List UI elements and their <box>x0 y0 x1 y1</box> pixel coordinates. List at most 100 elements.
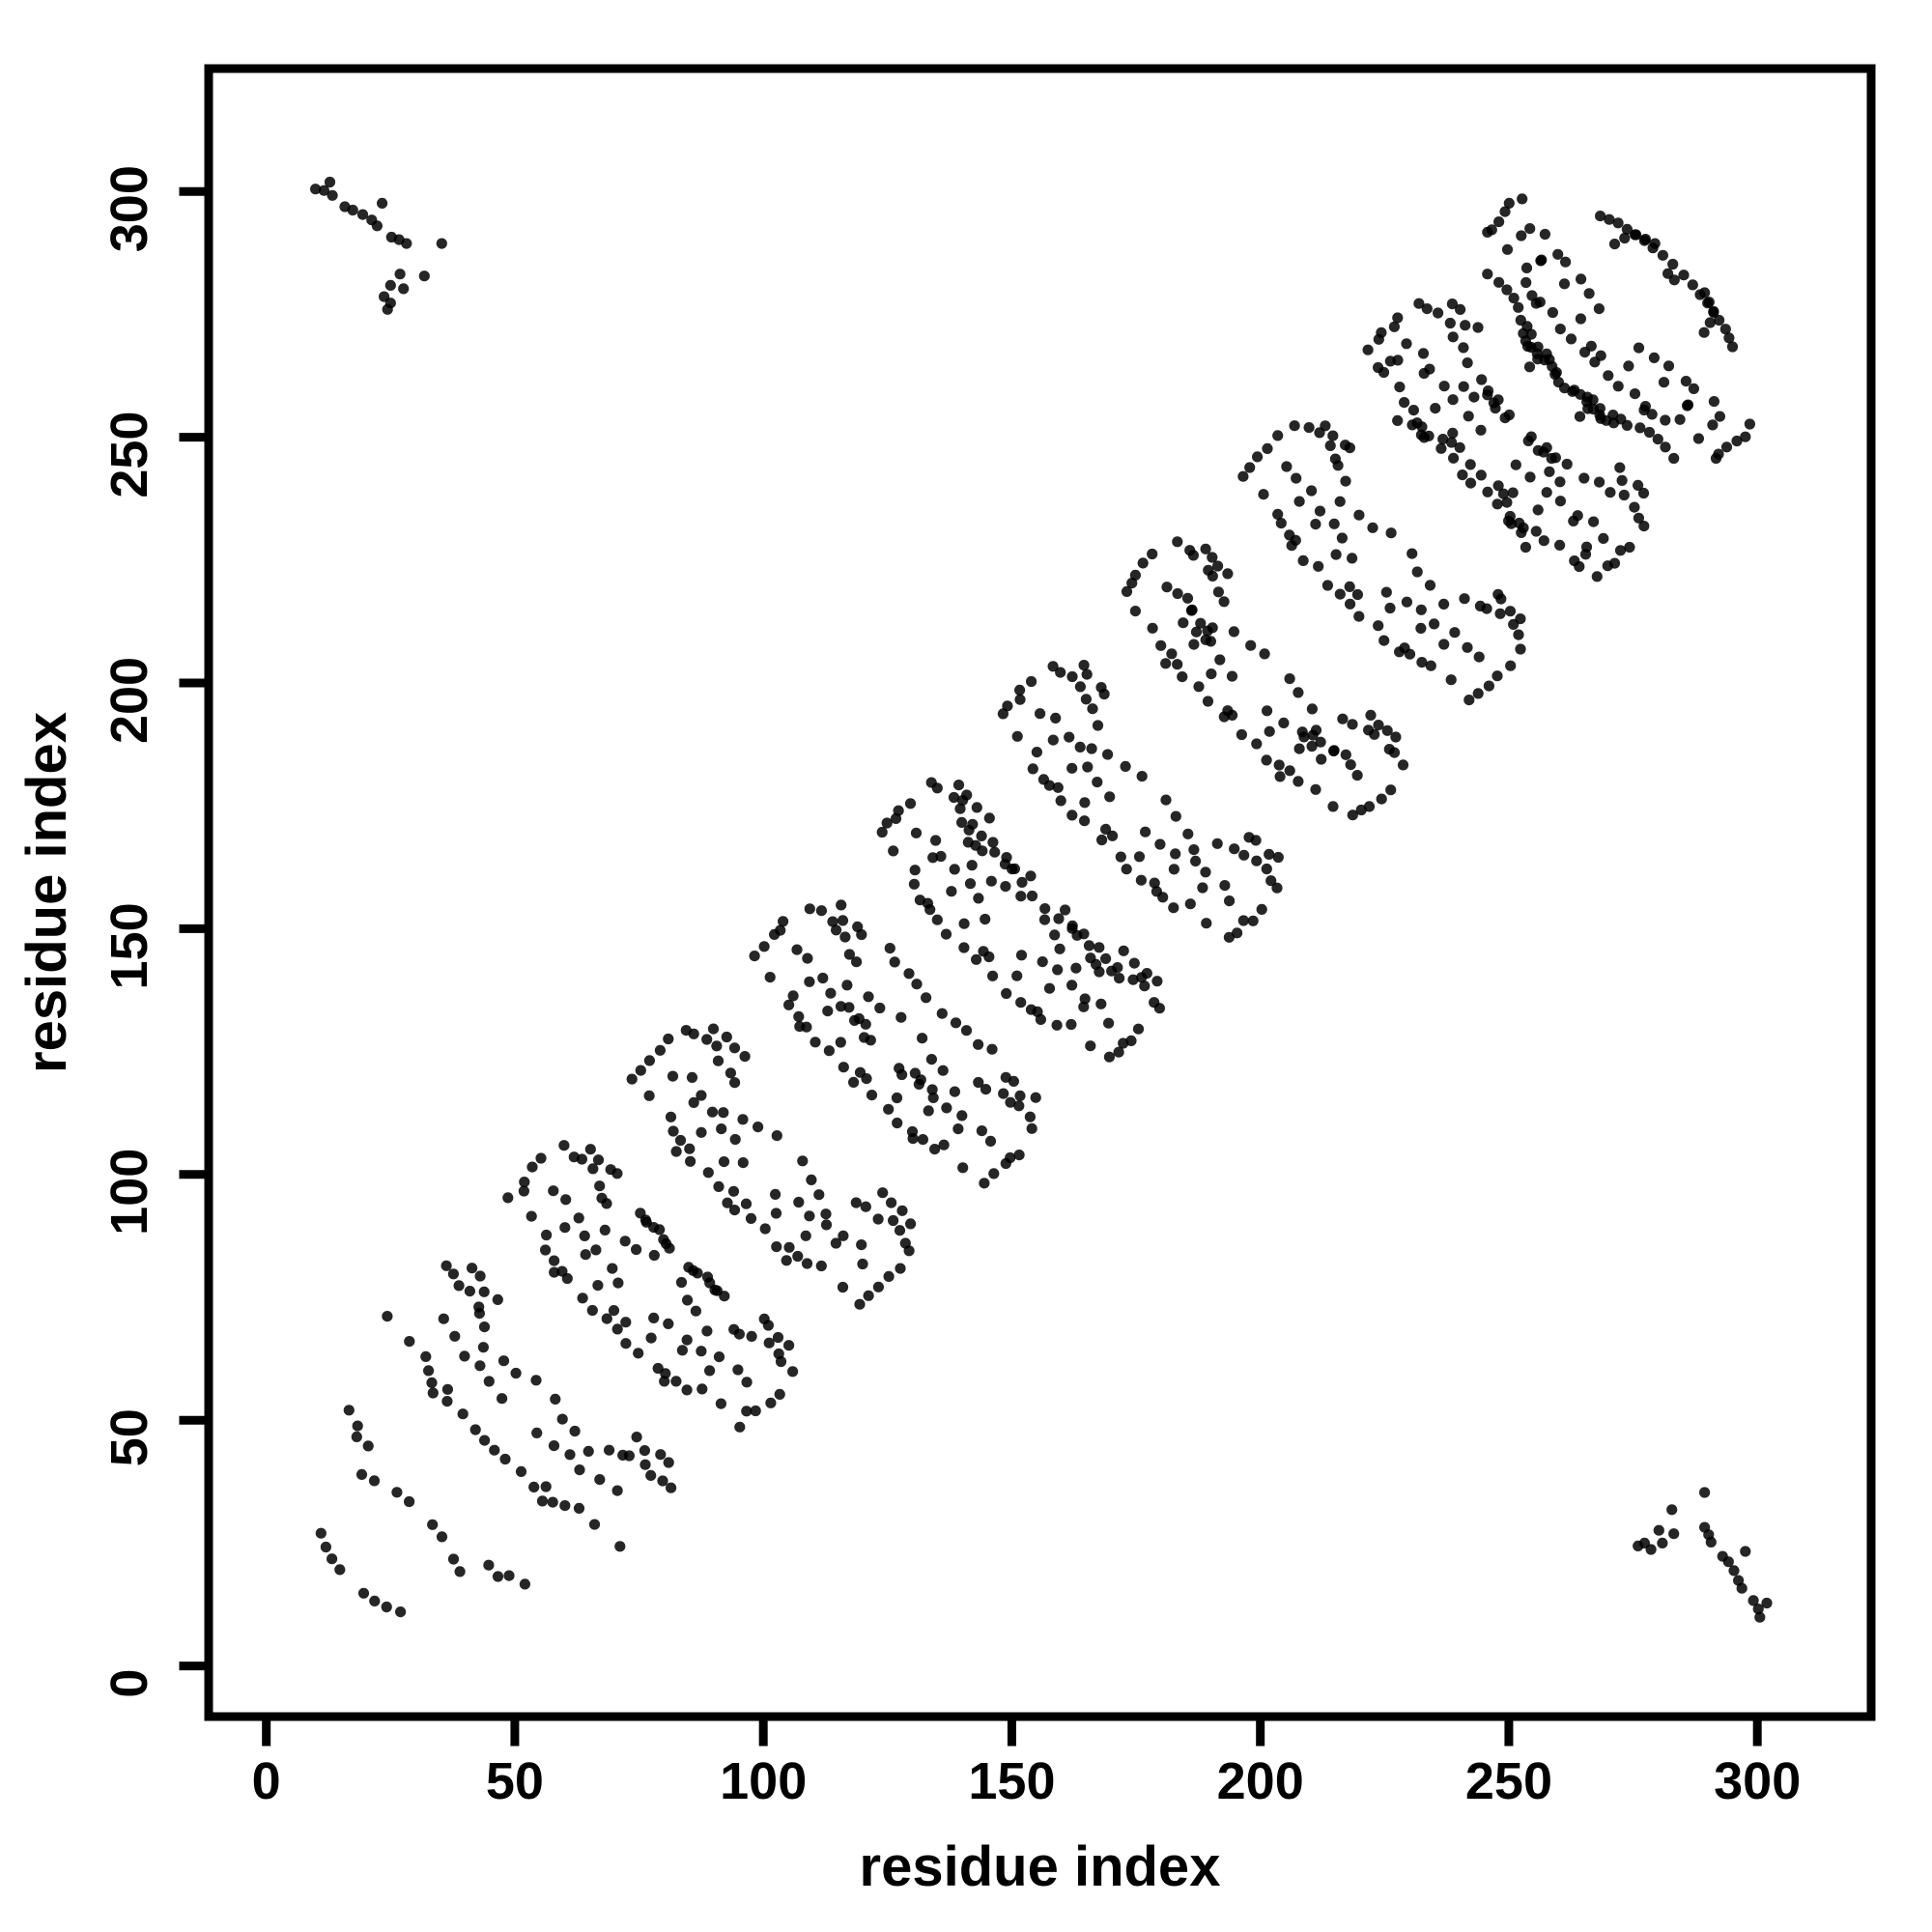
contact-point <box>843 949 856 960</box>
contact-point <box>1195 617 1207 629</box>
contact-point <box>1079 797 1091 809</box>
contact-point <box>827 916 838 927</box>
contact-point <box>1494 608 1506 619</box>
contact-point <box>631 1432 642 1443</box>
contact-point <box>1397 759 1409 771</box>
contact-point <box>1314 505 1326 517</box>
contact-point <box>1166 648 1178 660</box>
contact-point <box>594 1180 606 1192</box>
contact-point <box>797 1155 809 1167</box>
contact-point <box>320 1541 331 1553</box>
contact-point <box>815 1260 827 1272</box>
contact-point <box>1127 974 1139 985</box>
contact-point <box>648 1249 660 1262</box>
tick-label: 200 <box>100 657 158 744</box>
contact-point <box>1160 658 1172 669</box>
contact-point <box>503 1570 515 1581</box>
contact-point <box>663 1318 674 1329</box>
contact-point <box>1593 303 1605 315</box>
contact-point <box>910 827 923 838</box>
contact-point <box>1633 342 1645 354</box>
contact-point <box>347 204 358 216</box>
contact-point <box>931 782 943 794</box>
contact-point <box>922 897 934 909</box>
contact-point <box>676 1345 689 1356</box>
contact-point <box>1572 510 1583 522</box>
contact-point <box>1016 876 1028 889</box>
contact-point <box>449 1330 461 1342</box>
contact-point <box>1202 625 1213 637</box>
contact-point <box>441 1396 453 1407</box>
contact-point <box>1692 433 1704 444</box>
contact-point <box>1344 442 1355 454</box>
contact-point <box>1074 741 1086 753</box>
contact-point <box>1293 496 1305 507</box>
contact-point <box>576 1153 588 1165</box>
contact-point <box>927 852 939 864</box>
contact-point <box>1316 753 1327 765</box>
contact-point <box>577 1293 588 1304</box>
contact-point <box>559 1500 571 1512</box>
contact-point <box>561 1272 573 1285</box>
contact-point <box>1197 882 1208 894</box>
contact-point <box>1060 904 1071 916</box>
contact-point <box>958 942 970 953</box>
contact-point <box>1714 314 1725 327</box>
contact-point <box>1392 414 1404 426</box>
contact-point <box>1128 957 1140 969</box>
contact-point <box>1237 470 1249 482</box>
contact-point <box>1047 661 1059 672</box>
contact-point <box>648 1312 660 1323</box>
contact-point <box>502 1192 514 1204</box>
tick-label: 300 <box>1714 1752 1801 1810</box>
contact-point <box>1445 674 1457 686</box>
contact-point <box>1708 396 1719 408</box>
contact-point <box>1229 843 1240 855</box>
contact-point <box>1293 743 1305 754</box>
contact-point <box>1096 834 1108 846</box>
contact-point <box>1546 452 1557 465</box>
contact-point <box>404 1336 415 1348</box>
contact-point <box>643 1055 656 1066</box>
contact-point <box>564 1449 576 1461</box>
contact-point <box>1232 927 1243 939</box>
tick-label: 100 <box>720 1752 807 1810</box>
data-points <box>310 176 1773 1623</box>
contact-point <box>894 1063 905 1074</box>
contact-point <box>526 1161 538 1173</box>
contact-point <box>1598 532 1609 545</box>
contact-point <box>681 1334 693 1346</box>
contact-point <box>860 1201 871 1212</box>
contact-point <box>1581 396 1593 408</box>
contact-point <box>1129 569 1141 582</box>
contact-point <box>1438 598 1450 611</box>
contact-point <box>712 1055 724 1066</box>
contact-point <box>635 1208 646 1219</box>
contact-point <box>1327 430 1339 441</box>
contact-point <box>1731 435 1743 447</box>
contact-point <box>1190 855 1202 867</box>
contact-point <box>1139 980 1151 992</box>
contact-point <box>801 1258 813 1269</box>
contact-point <box>1490 403 1501 414</box>
contact-point <box>518 1185 530 1197</box>
contact-point <box>1524 223 1536 235</box>
contact-point <box>792 1250 804 1263</box>
contact-point <box>892 1117 903 1129</box>
contact-point <box>1605 487 1616 498</box>
contact-point <box>1038 914 1051 925</box>
contact-point <box>952 780 965 791</box>
contact-point <box>1079 993 1091 1005</box>
contact-point <box>318 185 329 196</box>
contact-point <box>998 1088 1009 1099</box>
contact-point <box>447 1268 459 1280</box>
contact-point <box>1638 235 1650 246</box>
contact-point <box>911 979 923 990</box>
contact-point <box>666 1482 677 1493</box>
contact-point <box>1458 342 1469 354</box>
contact-point <box>1483 680 1494 692</box>
contact-point <box>1578 472 1590 484</box>
contact-point <box>1435 442 1447 454</box>
contact-point <box>592 1154 605 1166</box>
tick-label: 250 <box>100 412 158 498</box>
